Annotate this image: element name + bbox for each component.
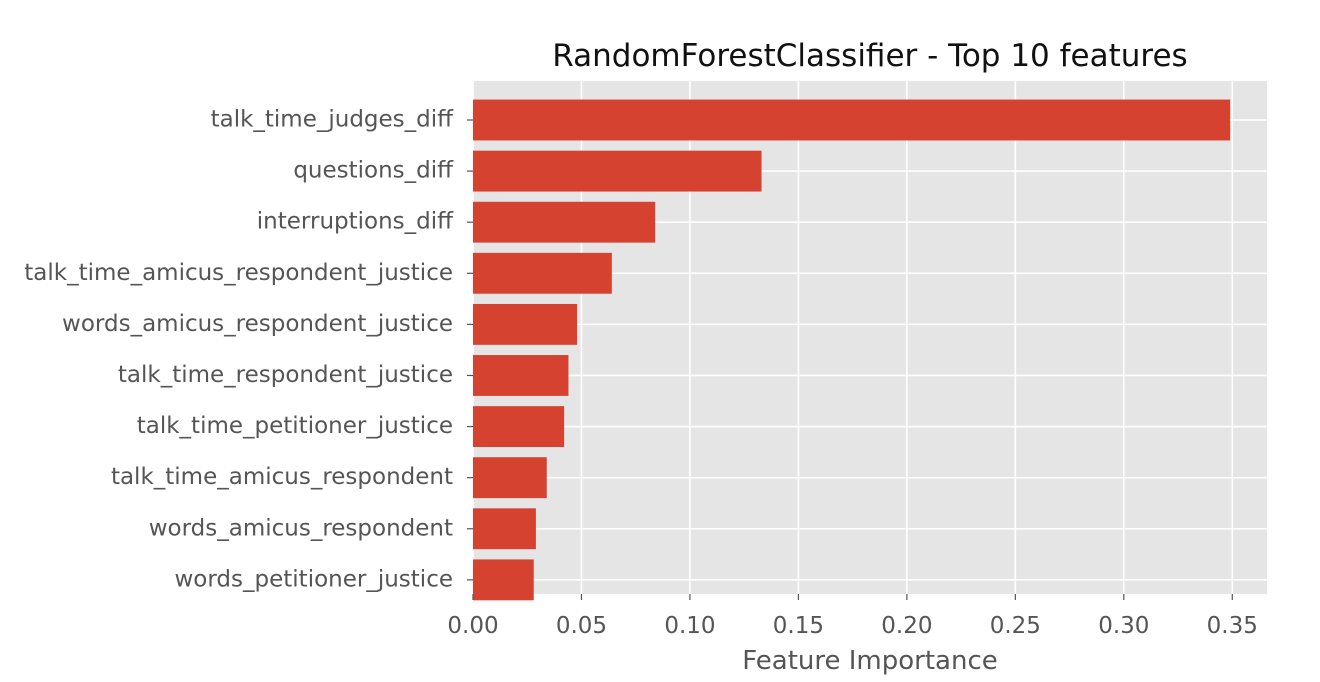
y-tick-label: talk_time_respondent_justice bbox=[118, 362, 453, 388]
bar-talk_time_petitioner_justice bbox=[473, 406, 565, 448]
y-tick-label: talk_time_amicus_respondent bbox=[111, 464, 453, 490]
bar-words_petitioner_justice bbox=[473, 559, 534, 601]
bar-talk_time_amicus_respondent_justice bbox=[473, 252, 612, 294]
bar-talk_time_amicus_respondent bbox=[473, 457, 547, 499]
bar-questions_diff bbox=[473, 150, 762, 192]
x-tick-label: 0.30 bbox=[1098, 613, 1149, 639]
x-tick-label: 0.10 bbox=[664, 613, 715, 639]
x-tick-label: 0.05 bbox=[556, 613, 607, 639]
bar-words_amicus_respondent_justice bbox=[473, 303, 578, 345]
bar-words_amicus_respondent bbox=[473, 508, 536, 550]
y-tick-label: talk_time_judges_diff bbox=[211, 107, 455, 133]
x-axis-label: Feature Importance bbox=[742, 646, 998, 676]
y-tick-label: talk_time_petitioner_justice bbox=[137, 413, 453, 439]
y-tick-label: words_amicus_respondent bbox=[149, 515, 453, 541]
x-tick-label: 0.15 bbox=[773, 613, 824, 639]
x-tick-label: 0.25 bbox=[990, 613, 1041, 639]
bar-talk_time_respondent_justice bbox=[473, 355, 569, 396]
y-tick-label: words_amicus_respondent_justice bbox=[62, 311, 453, 337]
bars bbox=[473, 99, 1231, 601]
x-axis-ticks: 0.00 0.05 0.10 0.15 0.20 0.25 0.30 0.35 bbox=[447, 594, 1258, 639]
x-tick-label: 0.20 bbox=[881, 613, 932, 639]
bar-interruptions_diff bbox=[473, 201, 656, 243]
y-tick-label: talk_time_amicus_respondent_justice bbox=[24, 260, 453, 286]
x-tick-label: 0.35 bbox=[1207, 613, 1258, 639]
chart-title: RandomForestClassifier - Top 10 features bbox=[552, 38, 1187, 74]
y-tick-label: words_petitioner_justice bbox=[175, 566, 454, 592]
y-tick-label: questions_diff bbox=[293, 158, 454, 184]
y-axis-ticks: talk_time_judges_diff questions_diffinter… bbox=[24, 107, 473, 592]
x-tick-label: 0.00 bbox=[447, 613, 498, 639]
y-tick-label: interruptions_diff bbox=[257, 209, 454, 235]
bar-talk_time_judges_diff bbox=[473, 99, 1231, 141]
